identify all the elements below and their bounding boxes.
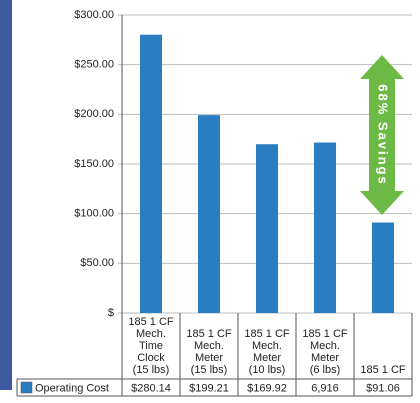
x-tick-label: 185 1 CF bbox=[360, 364, 406, 376]
bar bbox=[198, 115, 220, 313]
savings-arrow bbox=[360, 55, 404, 215]
y-tick-label: $100.00 bbox=[74, 208, 114, 220]
x-tick-label: Mech. bbox=[310, 340, 340, 352]
y-tick-label: $ bbox=[108, 307, 114, 319]
x-tick-label: Meter bbox=[311, 352, 339, 364]
y-tick-label: $250.00 bbox=[74, 59, 114, 71]
x-tick-label: 185 1 CF bbox=[302, 328, 348, 340]
x-tick-label: (10 lbs) bbox=[249, 364, 286, 376]
legend-label: Operating Cost bbox=[35, 382, 109, 394]
y-tick-label: $300.00 bbox=[74, 9, 114, 21]
x-tick-label: Mech. bbox=[252, 340, 282, 352]
legend-swatch bbox=[20, 381, 33, 394]
x-tick-label: Mech. bbox=[194, 340, 224, 352]
x-tick-label: Meter bbox=[195, 352, 223, 364]
table-cell: 6,916 bbox=[311, 382, 339, 394]
y-tick-label: $200.00 bbox=[74, 108, 114, 120]
x-tick-label: Clock bbox=[137, 352, 165, 364]
x-tick-label: 185 1 CF bbox=[128, 316, 174, 328]
x-tick-label: (15 lbs) bbox=[191, 364, 228, 376]
y-tick-label: $50.00 bbox=[80, 257, 114, 269]
bar bbox=[140, 34, 162, 313]
x-tick-label: Meter bbox=[253, 352, 281, 364]
x-tick-label: (15 lbs) bbox=[133, 364, 170, 376]
x-tick-label: Mech. bbox=[136, 328, 166, 340]
bar bbox=[314, 142, 336, 313]
x-tick-label: 185 1 CF bbox=[244, 328, 290, 340]
bar bbox=[256, 144, 278, 313]
bar bbox=[372, 222, 394, 313]
table-cell: $169.92 bbox=[247, 382, 287, 394]
x-tick-label: 185 1 CF bbox=[186, 328, 232, 340]
annotation: 68% Savings bbox=[376, 84, 391, 186]
table-cell: $199.21 bbox=[189, 382, 229, 394]
table-cell: $280.14 bbox=[131, 382, 171, 394]
x-tick-label: (6 lbs) bbox=[310, 364, 341, 376]
x-tick-label: Time bbox=[139, 340, 163, 352]
side-strip bbox=[0, 0, 12, 390]
y-tick-label: $150.00 bbox=[74, 158, 114, 170]
table-cell: $91.06 bbox=[366, 382, 400, 394]
